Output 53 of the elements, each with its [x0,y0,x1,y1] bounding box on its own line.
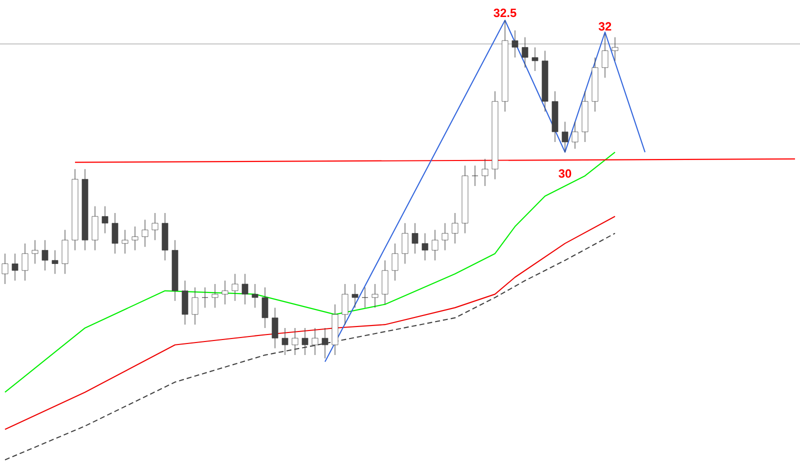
candlestick [602,34,608,78]
candlestick [112,212,118,254]
candlestick [482,158,488,186]
candlestick [612,36,618,62]
candlestick [312,328,318,356]
candlestick [362,287,368,308]
candlestick [342,284,348,325]
candlestick [372,284,378,308]
candlestick [122,230,128,254]
candlestick [42,240,48,271]
candlestick [92,206,98,251]
candlestick [412,222,418,254]
candlestick [222,280,228,305]
candlestick [192,287,198,325]
candlestick [262,287,268,328]
candlestick [52,250,58,274]
candlestick [422,233,428,261]
candlestick [22,243,28,281]
candlestick [352,284,358,308]
candlestick [152,212,158,240]
annotation: 30 [558,169,572,178]
candlestick [2,253,8,284]
candlestick [522,36,528,68]
candlestick [102,206,108,234]
candlestick [212,284,218,308]
candlestick [272,307,278,349]
candlestick [242,274,248,305]
candlestick [12,253,18,281]
candlestick [562,121,568,152]
annotation: 32.5 [494,8,516,18]
candlestick [382,260,388,305]
candlestick [282,328,288,356]
candlestick [402,222,408,264]
candlestick [452,212,458,244]
candlestick [302,328,308,356]
candlestick [142,219,148,248]
candlestick [232,274,238,302]
candlestick [252,284,258,308]
candlestick [182,280,188,325]
candlestick [512,30,518,58]
candlestick [572,121,578,150]
annotation: 32 [598,22,612,31]
candlestick [132,226,138,251]
candlestick [432,230,438,261]
candlestick [532,47,538,72]
candlestick [392,243,398,281]
candlestick [442,222,448,251]
candlestick [472,165,478,186]
candlestick [32,240,38,264]
candlestick [322,328,328,359]
candlestick [292,328,298,356]
candlestick [202,287,208,308]
candlestick [62,230,68,274]
